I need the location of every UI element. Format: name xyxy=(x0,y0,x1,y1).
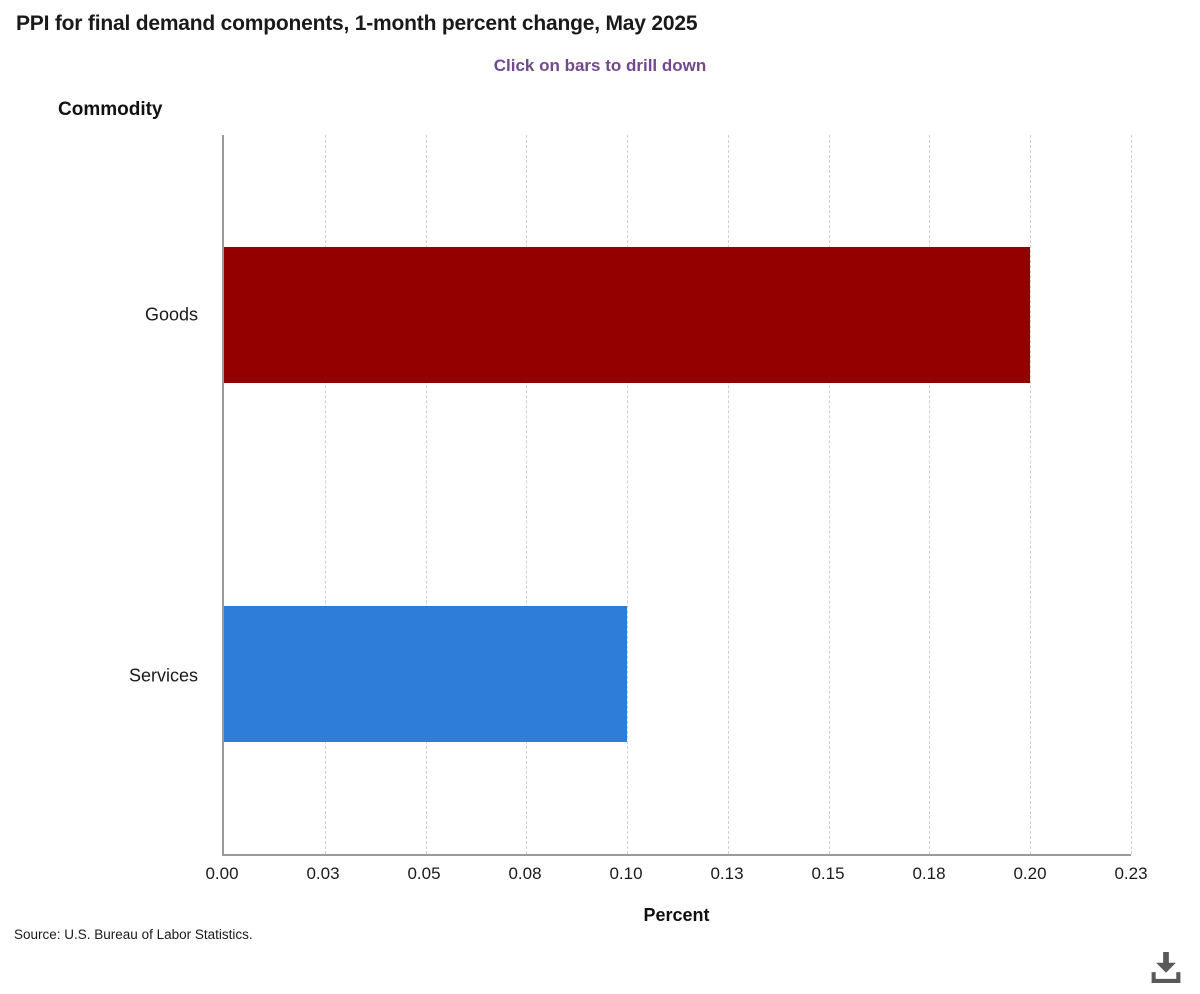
x-tick-label: 0.03 xyxy=(306,864,340,883)
x-tick-label: 0.08 xyxy=(508,864,542,883)
download-icon xyxy=(1151,951,1181,983)
x-tick-label: 0.05 xyxy=(407,864,441,883)
bar-goods[interactable] xyxy=(224,246,1031,383)
gridline xyxy=(526,135,528,854)
x-tick-label: 0.23 xyxy=(1114,864,1148,883)
y-axis-title: Commodity xyxy=(58,99,163,120)
gridline xyxy=(929,135,931,854)
x-tick-label: 0.10 xyxy=(609,864,643,883)
download-button[interactable] xyxy=(1144,946,1188,988)
gridline xyxy=(425,135,427,854)
x-axis-title: Percent xyxy=(643,905,710,925)
category-label-goods: Goods xyxy=(144,304,198,325)
x-axis-tick-labels: 0.00 0.03 0.05 0.08 0.10 0.13 0.15 0.18 0.20 0.23 xyxy=(205,864,1147,888)
bar-services[interactable] xyxy=(224,606,628,743)
gridline xyxy=(1030,135,1032,854)
category-label-services: Services xyxy=(128,665,198,686)
x-tick-label: 0.00 xyxy=(205,864,239,883)
x-tick-label: 0.15 xyxy=(811,864,845,883)
x-tick-label: 0.18 xyxy=(912,864,946,883)
gridline xyxy=(727,135,729,854)
gridline xyxy=(627,135,629,854)
plot-area xyxy=(222,135,1132,856)
x-tick-label: 0.20 xyxy=(1013,864,1047,883)
gridline xyxy=(828,135,830,854)
category-labels: Goods Services xyxy=(0,135,198,856)
chart-subtitle: Click on bars to drill down xyxy=(493,56,707,75)
chart-title: PPI for final demand components, 1-month… xyxy=(16,12,698,35)
gridline xyxy=(1131,135,1132,854)
source-text: Source: U.S. Bureau of Labor Statistics. xyxy=(14,927,253,942)
x-tick-label: 0.13 xyxy=(710,864,744,883)
gridline xyxy=(324,135,326,854)
